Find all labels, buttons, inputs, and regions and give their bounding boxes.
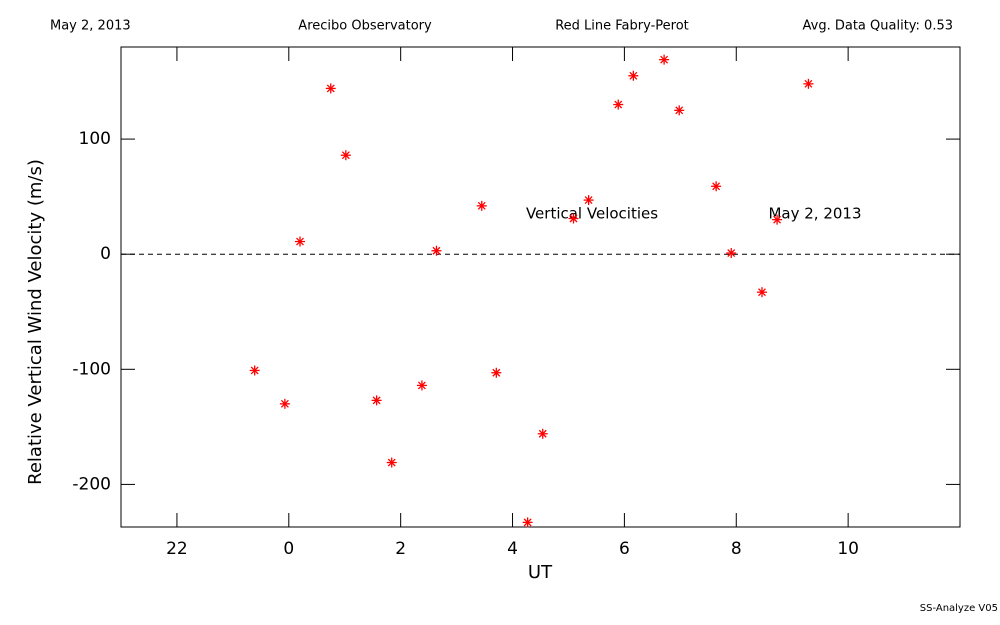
marker-stroke bbox=[387, 458, 396, 467]
marker-stroke bbox=[804, 79, 813, 88]
data-point bbox=[522, 517, 533, 528]
marker-stroke bbox=[432, 246, 441, 255]
y-axis-label: Relative Vertical Wind Velocity (m/s) bbox=[25, 159, 46, 485]
data-point bbox=[491, 367, 502, 378]
marker-stroke bbox=[417, 381, 426, 390]
data-point bbox=[279, 398, 290, 409]
data-point bbox=[294, 236, 305, 247]
header-quality: Avg. Data Quality: 0.53 bbox=[803, 19, 953, 34]
marker-stroke bbox=[477, 201, 486, 210]
data-point bbox=[674, 105, 685, 116]
data-point bbox=[772, 214, 783, 225]
marker-stroke bbox=[523, 518, 532, 527]
x-tick-label: 22 bbox=[166, 539, 188, 559]
plot-frame bbox=[120, 46, 961, 528]
marker-stroke bbox=[629, 71, 638, 80]
data-point bbox=[583, 195, 594, 206]
marker-stroke bbox=[569, 214, 578, 223]
y-tick-label: 100 bbox=[79, 129, 111, 149]
marker-stroke bbox=[250, 366, 259, 375]
marker-stroke bbox=[712, 182, 721, 191]
data-point bbox=[613, 99, 624, 110]
header-instrument: Red Line Fabry-Perot bbox=[555, 19, 689, 34]
x-axis-label: UT bbox=[528, 562, 553, 583]
header-site: Arecibo Observatory bbox=[298, 19, 432, 34]
footer: SS-Analyze V05 bbox=[920, 603, 998, 614]
marker-stroke bbox=[675, 106, 684, 115]
data-point bbox=[325, 83, 336, 94]
annotation: May 2, 2013 bbox=[768, 205, 861, 223]
data-point bbox=[711, 181, 722, 192]
data-point bbox=[756, 287, 767, 298]
x-tick-label: 10 bbox=[837, 539, 859, 559]
marker-stroke bbox=[660, 55, 669, 64]
y-tick-label: -200 bbox=[72, 474, 111, 494]
annotation: Vertical Velocities bbox=[526, 205, 658, 223]
y-tick-label: 0 bbox=[100, 244, 111, 264]
data-point bbox=[803, 78, 814, 89]
x-tick-label: 6 bbox=[619, 539, 630, 559]
data-point bbox=[416, 380, 427, 391]
x-tick-label: 2 bbox=[395, 539, 406, 559]
data-point bbox=[249, 365, 260, 376]
marker-stroke bbox=[727, 249, 736, 258]
x-tick-label: 8 bbox=[731, 539, 742, 559]
marker-stroke bbox=[372, 396, 381, 405]
data-point bbox=[659, 54, 670, 65]
marker-stroke bbox=[614, 100, 623, 109]
data-point bbox=[726, 248, 737, 259]
marker-stroke bbox=[326, 84, 335, 93]
marker-stroke bbox=[296, 237, 304, 246]
data-point bbox=[568, 213, 579, 224]
data-point bbox=[431, 245, 442, 256]
x-tick-label: 4 bbox=[507, 539, 518, 559]
marker-stroke bbox=[492, 368, 501, 377]
marker-stroke bbox=[773, 215, 782, 224]
marker-stroke bbox=[758, 288, 766, 297]
marker-stroke bbox=[280, 399, 289, 408]
header-date: May 2, 2013 bbox=[50, 19, 131, 34]
x-tick-label: 0 bbox=[283, 539, 294, 559]
data-point bbox=[371, 395, 382, 406]
data-point bbox=[476, 200, 487, 211]
data-point bbox=[628, 70, 639, 81]
marker-stroke bbox=[584, 196, 593, 205]
marker-stroke bbox=[341, 151, 350, 160]
data-point bbox=[537, 428, 548, 439]
data-point bbox=[340, 150, 351, 161]
data-point bbox=[386, 457, 397, 468]
y-tick-label: -100 bbox=[72, 359, 111, 379]
marker-stroke bbox=[538, 429, 547, 438]
